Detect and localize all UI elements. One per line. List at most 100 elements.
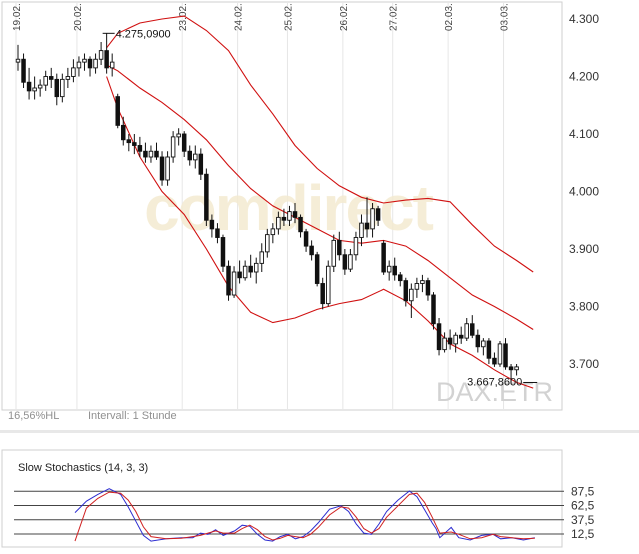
candle bbox=[15, 44, 21, 71]
candle bbox=[165, 151, 170, 186]
candle-body bbox=[253, 262, 259, 273]
candle-body bbox=[32, 87, 37, 92]
candle bbox=[325, 260, 331, 307]
interval-label: Intervall: 1 Stunde bbox=[88, 410, 177, 422]
candle-body bbox=[503, 343, 508, 368]
candle-body bbox=[342, 254, 348, 270]
candle-body bbox=[392, 265, 397, 276]
price-tick-label: 4.100 bbox=[569, 127, 599, 141]
candle bbox=[364, 197, 370, 238]
candle-body bbox=[104, 50, 109, 69]
candle-body bbox=[93, 58, 98, 69]
candle bbox=[403, 277, 409, 307]
candle bbox=[381, 240, 386, 275]
candle-body bbox=[15, 58, 21, 63]
candle bbox=[209, 214, 215, 238]
candle bbox=[337, 231, 342, 261]
candle bbox=[237, 260, 242, 284]
candle bbox=[481, 338, 486, 356]
candle bbox=[353, 231, 359, 261]
candle-body bbox=[386, 265, 392, 273]
candle bbox=[137, 136, 143, 157]
candle bbox=[331, 234, 337, 272]
candle-body bbox=[165, 156, 170, 181]
candle bbox=[93, 53, 98, 74]
candle-body bbox=[193, 153, 198, 161]
candle-body bbox=[337, 239, 342, 256]
candle-body bbox=[436, 323, 442, 351]
panel-divider-strip bbox=[0, 430, 639, 433]
candle-body bbox=[381, 242, 386, 273]
candle bbox=[65, 67, 71, 88]
candle-body bbox=[109, 61, 115, 69]
candle-body bbox=[481, 340, 486, 348]
candle-body bbox=[126, 139, 132, 144]
candle bbox=[342, 249, 348, 275]
candle bbox=[425, 277, 431, 301]
candle bbox=[442, 332, 447, 353]
candle-body bbox=[48, 76, 54, 80]
stochastic-grid: 87,562,537,512,5 bbox=[14, 484, 595, 541]
stochastic-title: Slow Stochastics (14, 3, 3) bbox=[18, 462, 148, 474]
candle-body bbox=[348, 254, 353, 270]
candle-body bbox=[148, 150, 154, 158]
candle bbox=[314, 251, 320, 287]
candle bbox=[32, 76, 37, 100]
candle bbox=[48, 67, 54, 88]
candle bbox=[215, 223, 220, 244]
band-lower-line bbox=[106, 76, 534, 389]
date-tick-label: 25.02. bbox=[283, 3, 294, 31]
candle-body bbox=[231, 271, 237, 296]
candle-body bbox=[248, 265, 253, 273]
candle bbox=[37, 79, 43, 97]
candle bbox=[270, 223, 276, 244]
candle bbox=[386, 260, 392, 281]
candle bbox=[60, 73, 65, 103]
candle-body bbox=[121, 124, 126, 141]
candle bbox=[21, 53, 26, 88]
candle bbox=[503, 338, 508, 370]
candle bbox=[248, 254, 253, 278]
candle bbox=[348, 249, 353, 272]
candle-body bbox=[220, 237, 226, 267]
candle bbox=[464, 318, 469, 341]
candle-body bbox=[497, 343, 503, 365]
grid-layer: 19.02. 20.02. 23.02. 24.02. 25.02. 26.02. 27.0… bbox=[12, 3, 599, 409]
candle-body bbox=[314, 254, 320, 284]
candle bbox=[87, 56, 93, 77]
candle-body bbox=[470, 323, 475, 336]
candle bbox=[71, 59, 76, 83]
candle-body bbox=[486, 340, 492, 359]
candle bbox=[170, 131, 176, 163]
candle bbox=[492, 352, 497, 367]
candle bbox=[281, 208, 287, 226]
candle-body bbox=[204, 173, 209, 221]
candle-body bbox=[115, 96, 120, 126]
candle bbox=[398, 272, 403, 287]
candle-body bbox=[65, 76, 71, 80]
low-value-label: 3.667,8600 bbox=[467, 376, 522, 388]
candle bbox=[242, 260, 248, 281]
candle bbox=[104, 33, 109, 74]
candle-body bbox=[37, 84, 43, 89]
candle bbox=[253, 257, 259, 284]
candle-body bbox=[303, 231, 309, 247]
candle-body bbox=[414, 283, 420, 290]
candle bbox=[115, 93, 120, 129]
date-tick-label: 19.02. bbox=[12, 3, 23, 31]
envelope-bands bbox=[106, 15, 534, 389]
candle-body bbox=[159, 156, 165, 181]
price-tick-label: 3.900 bbox=[569, 242, 599, 256]
candle bbox=[181, 131, 187, 157]
annotations: 4.275,0900 3.667,8600 bbox=[102, 28, 538, 388]
candle bbox=[231, 266, 237, 298]
candle-body bbox=[237, 271, 242, 279]
stochastic-tick-label: 12,5 bbox=[571, 527, 595, 541]
candle bbox=[409, 283, 414, 318]
candle-body bbox=[458, 334, 464, 339]
candle-body bbox=[276, 216, 281, 230]
candle bbox=[259, 243, 265, 272]
price-tick-label: 4.200 bbox=[569, 70, 599, 84]
candle-body bbox=[265, 234, 270, 253]
price-tick-label: 3.800 bbox=[569, 300, 599, 314]
